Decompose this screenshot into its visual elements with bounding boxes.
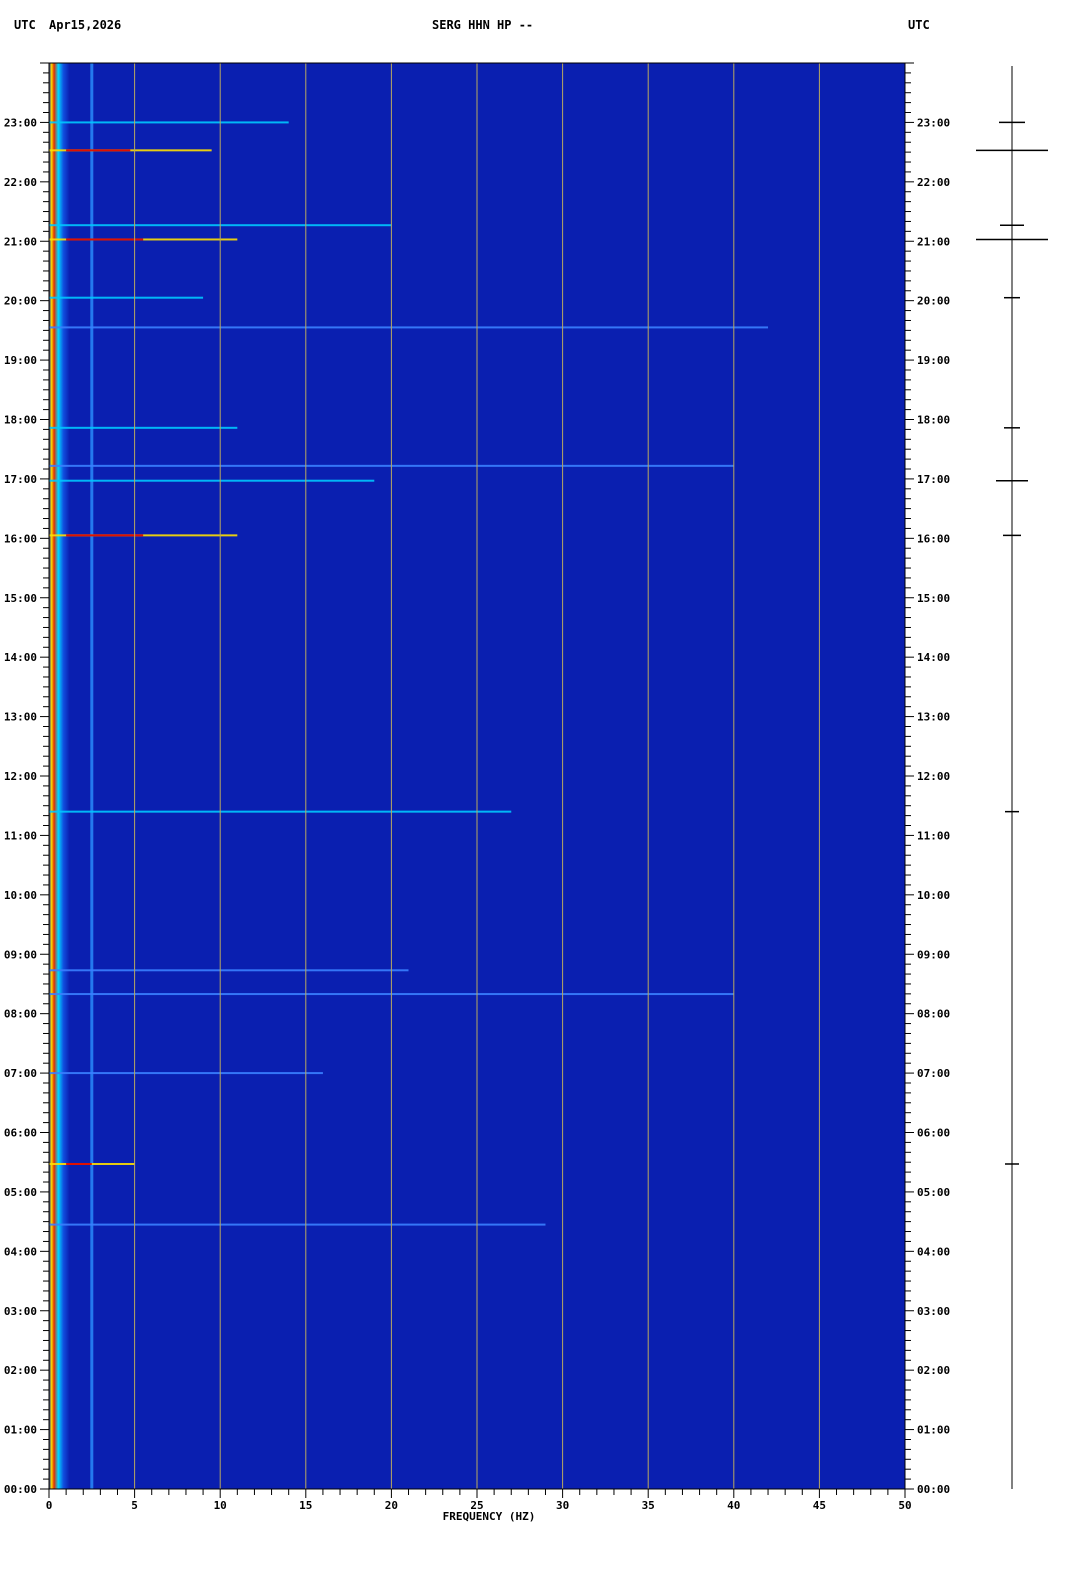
date-label: Apr15,2026 bbox=[49, 18, 122, 32]
y-tick-label-left: 21:00 bbox=[4, 235, 37, 248]
y-tick-label-right: 06:00 bbox=[917, 1127, 950, 1140]
event-peak bbox=[66, 534, 144, 537]
y-tick-label-right: 18:00 bbox=[917, 414, 950, 427]
x-tick-label: 0 bbox=[46, 1499, 53, 1512]
y-tick-label-right: 14:00 bbox=[917, 651, 950, 664]
x-tick-label: 30 bbox=[556, 1499, 569, 1512]
x-tick-label: 40 bbox=[727, 1499, 740, 1512]
y-tick-label-left: 04:00 bbox=[4, 1245, 37, 1258]
event-line bbox=[49, 296, 204, 299]
y-tick-label-left: 02:00 bbox=[4, 1364, 37, 1377]
event-peak bbox=[66, 238, 144, 241]
event-line bbox=[49, 1072, 323, 1075]
event-line bbox=[49, 121, 289, 124]
event-line bbox=[49, 479, 375, 482]
x-tick-label: 25 bbox=[470, 1499, 483, 1512]
x-tick-label: 45 bbox=[813, 1499, 826, 1512]
low-frequency-band bbox=[49, 63, 70, 1489]
x-axis-label: FREQUENCY (HZ) bbox=[443, 1510, 536, 1523]
event-line bbox=[49, 326, 769, 329]
y-tick-label-left: 09:00 bbox=[4, 948, 37, 961]
y-tick-label-right: 01:00 bbox=[917, 1424, 950, 1437]
y-tick-label-left: 01:00 bbox=[4, 1424, 37, 1437]
y-tick-label-left: 17:00 bbox=[4, 473, 37, 486]
event-line bbox=[49, 969, 409, 972]
y-tick-label-right: 21:00 bbox=[917, 235, 950, 248]
y-tick-label-right: 12:00 bbox=[917, 770, 950, 783]
timezone-right: UTC bbox=[908, 18, 930, 32]
y-tick-label-right: 11:00 bbox=[917, 829, 950, 842]
x-tick-label: 50 bbox=[898, 1499, 911, 1512]
band-2-5hz bbox=[90, 63, 94, 1489]
x-tick-label: 35 bbox=[642, 1499, 655, 1512]
y-tick-label-right: 04:00 bbox=[917, 1245, 950, 1258]
event-peak bbox=[66, 1162, 92, 1165]
event-line bbox=[49, 426, 238, 429]
y-tick-label-left: 18:00 bbox=[4, 414, 37, 427]
timezone-left: UTC bbox=[14, 18, 36, 32]
y-tick-label-right: 10:00 bbox=[917, 889, 950, 902]
x-tick-label: 5 bbox=[131, 1499, 138, 1512]
y-tick-label-right: 23:00 bbox=[917, 116, 950, 129]
y-tick-label-left: 23:00 bbox=[4, 116, 37, 129]
y-tick-label-right: 16:00 bbox=[917, 532, 950, 545]
y-tick-label-right: 05:00 bbox=[917, 1186, 950, 1199]
x-tick-label: 10 bbox=[214, 1499, 227, 1512]
y-tick-label-right: 22:00 bbox=[917, 176, 950, 189]
y-tick-label-right: 09:00 bbox=[917, 948, 950, 961]
y-tick-label-right: 20:00 bbox=[917, 295, 950, 308]
y-tick-label-left: 11:00 bbox=[4, 829, 37, 842]
x-tick-label: 20 bbox=[385, 1499, 398, 1512]
y-tick-label-left: 12:00 bbox=[4, 770, 37, 783]
y-tick-label-left: 22:00 bbox=[4, 176, 37, 189]
y-tick-label-right: 02:00 bbox=[917, 1364, 950, 1377]
y-tick-label-left: 14:00 bbox=[4, 651, 37, 664]
y-tick-label-left: 19:00 bbox=[4, 354, 37, 367]
y-tick-label-left: 07:00 bbox=[4, 1067, 37, 1080]
y-tick-label-right: 19:00 bbox=[917, 354, 950, 367]
y-tick-label-right: 17:00 bbox=[917, 473, 950, 486]
x-tick-label: 15 bbox=[299, 1499, 312, 1512]
event-peak bbox=[66, 149, 131, 152]
y-tick-label-right: 08:00 bbox=[917, 1008, 950, 1021]
y-tick-label-left: 00:00 bbox=[4, 1483, 37, 1496]
y-tick-label-right: 00:00 bbox=[917, 1483, 950, 1496]
chart-title: SERG HHN HP -- bbox=[432, 18, 534, 32]
y-tick-label-left: 08:00 bbox=[4, 1008, 37, 1021]
y-tick-label-left: 03:00 bbox=[4, 1305, 37, 1318]
y-tick-label-left: 10:00 bbox=[4, 889, 37, 902]
y-tick-label-left: 15:00 bbox=[4, 592, 37, 605]
event-line bbox=[49, 1223, 546, 1226]
y-tick-label-left: 20:00 bbox=[4, 295, 37, 308]
y-tick-label-right: 03:00 bbox=[917, 1305, 950, 1318]
event-line bbox=[49, 810, 512, 813]
y-tick-label-left: 13:00 bbox=[4, 711, 37, 724]
y-tick-label-left: 06:00 bbox=[4, 1127, 37, 1140]
y-tick-label-right: 15:00 bbox=[917, 592, 950, 605]
y-tick-label-right: 07:00 bbox=[917, 1067, 950, 1080]
y-tick-label-left: 05:00 bbox=[4, 1186, 37, 1199]
y-tick-label-right: 13:00 bbox=[917, 711, 950, 724]
y-tick-label-left: 16:00 bbox=[4, 532, 37, 545]
